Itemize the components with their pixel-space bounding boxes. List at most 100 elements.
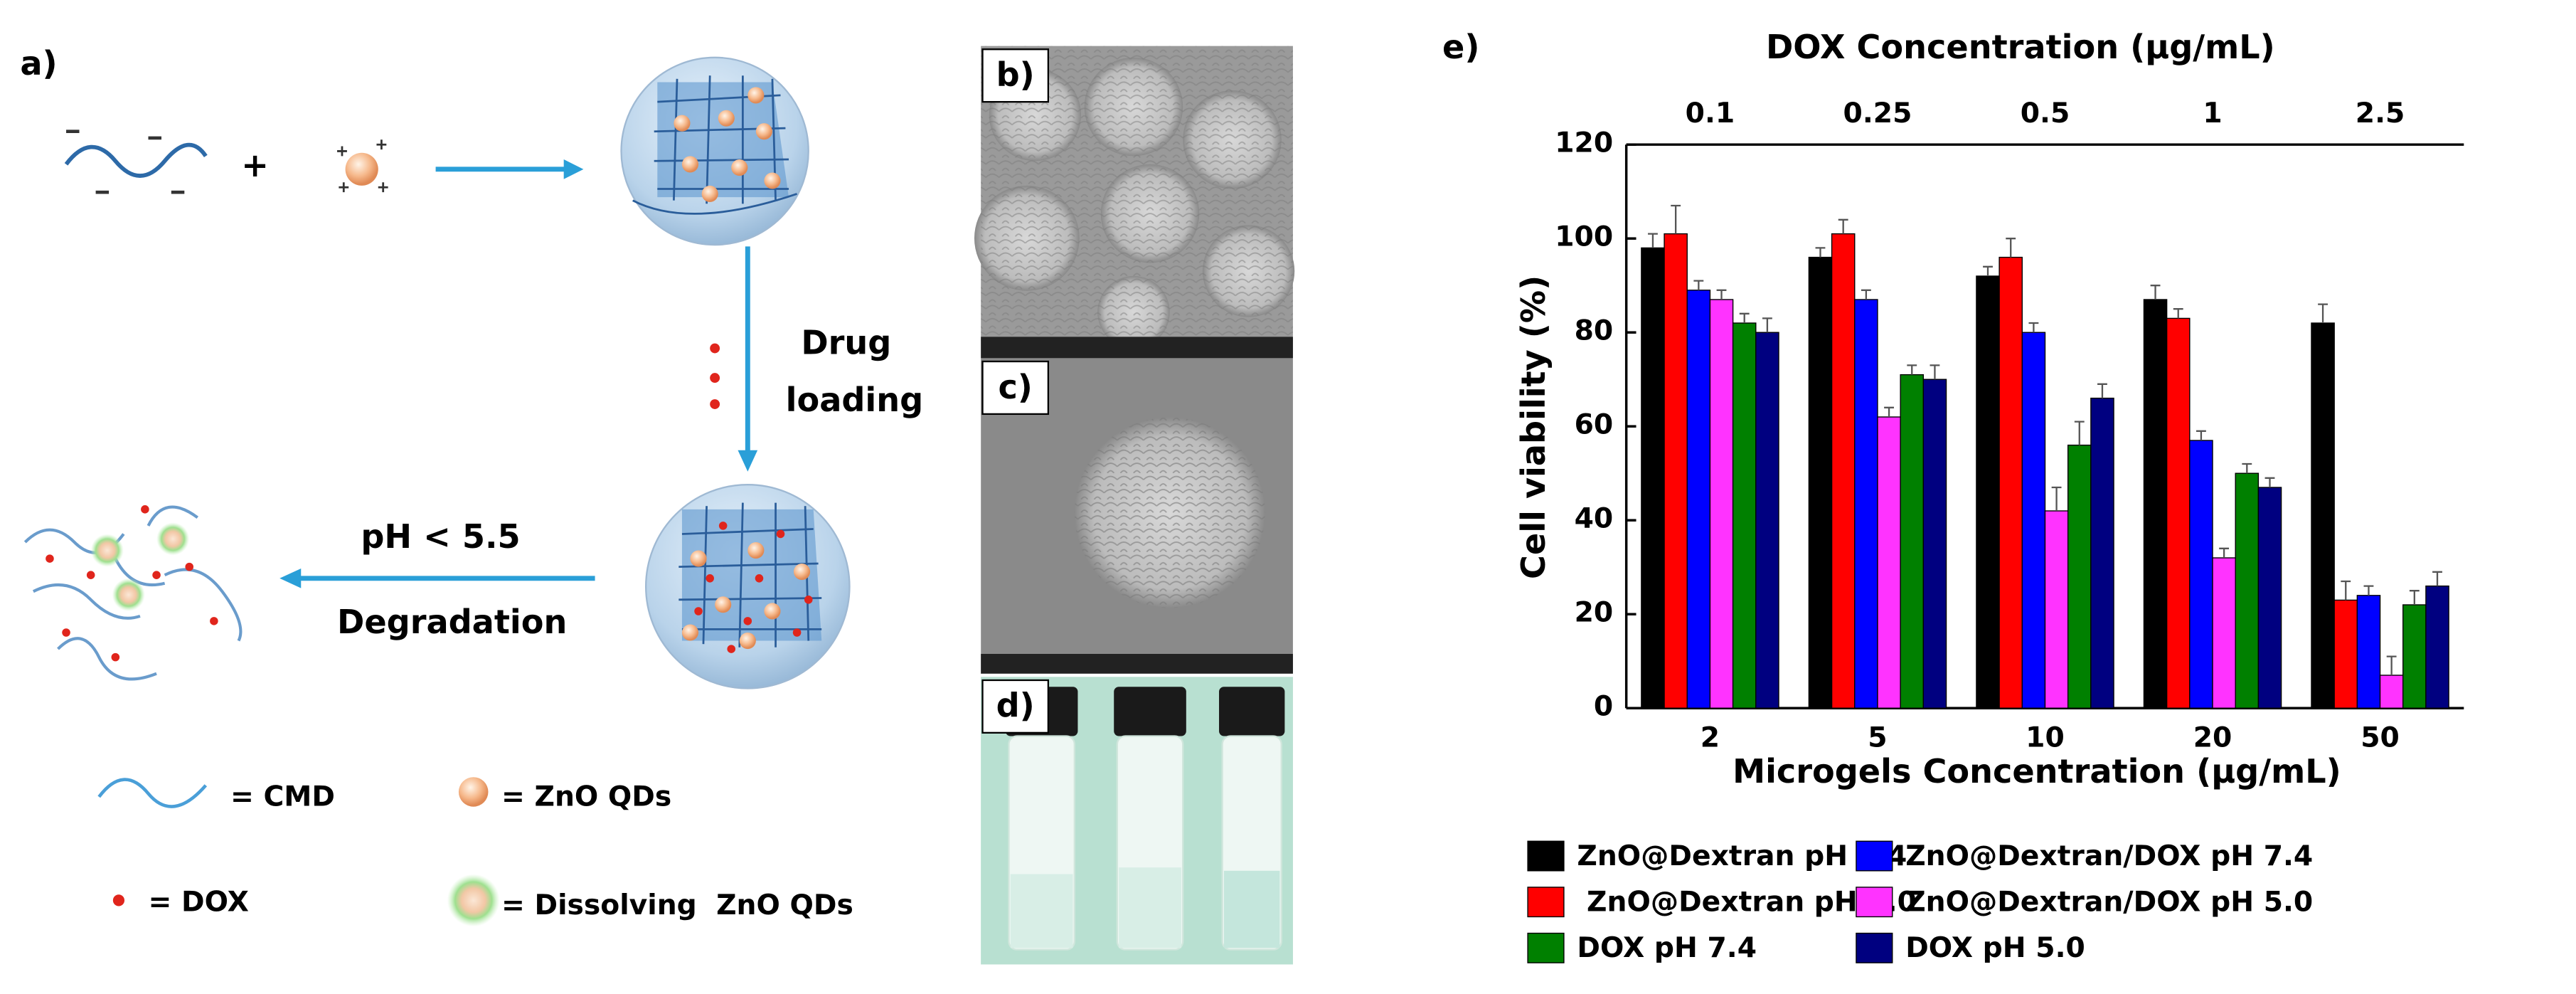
degraded-products (23, 505, 243, 681)
x-axis-title: Microgels Concentration (μg/mL) (1733, 752, 2341, 791)
error-bar (1815, 247, 1826, 258)
panel-label: c) (998, 368, 1032, 406)
sem-image (981, 358, 1293, 674)
x-tick-label: 50 (2361, 722, 2400, 754)
panel-label: a) (20, 44, 57, 83)
error-bar (1838, 218, 1848, 234)
error-bar (2173, 308, 2183, 319)
error-bar (2386, 655, 2397, 676)
vial-photo (981, 677, 1293, 965)
top-tick-label: 0.1 (1686, 97, 1735, 129)
error-bar (1930, 364, 1940, 380)
error-bar (2409, 590, 2420, 606)
error-bar (1983, 265, 1993, 277)
top-axis-title: DOX Concentration (μg/mL) (1766, 28, 2275, 66)
top-tick-label: 2.5 (2356, 97, 2405, 129)
top-tick-label: 0.5 (2021, 97, 2070, 129)
panel-label: d) (996, 687, 1035, 725)
error-bar (2196, 430, 2206, 441)
y-tick-label: 60 (1575, 409, 1614, 441)
y-tick-label: 100 (1555, 221, 1613, 253)
process-label: Degradation (337, 603, 567, 641)
bar (2379, 675, 2404, 709)
error-bar (1716, 289, 1727, 300)
bar (1854, 299, 1878, 709)
error-bar (1861, 289, 1871, 300)
bar (2402, 604, 2427, 709)
panel-tag: b) (981, 48, 1050, 103)
error-bar (2006, 238, 2016, 258)
x-tick-label: 10 (2026, 722, 2065, 754)
legend-label: ZnO@Dextran/DOX pH 7.4 (1905, 840, 2313, 872)
error-bar (2074, 421, 2085, 445)
x-tick-label: 5 (1868, 722, 1887, 754)
step-label: loading (786, 381, 924, 419)
error-bar (1739, 312, 1750, 324)
y-axis-title: Cell viability (%) (1514, 275, 1553, 579)
error-bar (2242, 462, 2252, 474)
bar (2425, 585, 2449, 709)
y-tick-label: 0 (1594, 691, 1613, 723)
bar (2235, 472, 2260, 709)
x-tick-label: 20 (2193, 722, 2232, 754)
dox-dot (710, 399, 720, 409)
bar (2356, 595, 2381, 709)
error-bar (2318, 303, 2328, 324)
legend-label: = Dissolving ZnO QDs (501, 889, 853, 921)
bar (2212, 557, 2236, 709)
legend-label: DOX pH 7.4 (1577, 932, 1757, 964)
cmd-polymer (64, 129, 208, 194)
arrow (435, 159, 584, 179)
bar (2189, 440, 2213, 709)
bar (2166, 317, 2191, 709)
bar (2257, 487, 2282, 709)
error-bar (2264, 477, 2275, 488)
bar (1831, 233, 1856, 709)
error-bar (1671, 204, 1681, 234)
arrow (738, 246, 758, 472)
zno-particle (337, 139, 388, 193)
error-bar (2219, 547, 2230, 559)
bar (1755, 332, 1779, 709)
legend-swatch (1527, 887, 1565, 918)
panel-label: b) (996, 55, 1035, 94)
bar (1922, 379, 1947, 709)
bar (1709, 299, 1734, 709)
condition-label: pH < 5.5 (361, 517, 520, 556)
error-bar (1693, 280, 1704, 290)
legend-symbol (458, 777, 489, 807)
legend-label: ZnO@Dextran/DOX pH 5.0 (1905, 887, 2313, 919)
bar (1976, 275, 2000, 709)
panel-tag: c) (981, 360, 1050, 416)
error-bar (2051, 486, 2062, 512)
bar (2067, 444, 2092, 709)
y-tick-label: 120 (1555, 127, 1613, 159)
error-bar (2150, 285, 2161, 300)
y-tick-label: 20 (1575, 597, 1614, 629)
bar (2021, 332, 2046, 709)
bar (1664, 233, 1688, 709)
legend-swatch (1856, 840, 1893, 872)
legend-swatch (1856, 887, 1893, 918)
bar (2311, 322, 2335, 709)
legend-swatch (1856, 932, 1893, 963)
bar (1732, 322, 1757, 709)
microgel (620, 56, 809, 246)
legend-symbol (97, 778, 208, 808)
arrow (280, 568, 595, 588)
bar (1641, 247, 1665, 709)
step-label: Drug (801, 323, 891, 361)
error-bar (1648, 233, 1658, 248)
bar (1686, 290, 1711, 709)
error-bar (2341, 580, 2351, 601)
legend-symbol (112, 894, 125, 906)
x-tick-label: 2 (1701, 722, 1720, 754)
legend-label: = ZnO QDs (501, 781, 671, 813)
bar (1877, 416, 1901, 709)
legend-symbol (447, 874, 500, 927)
loaded-microgel (644, 484, 851, 689)
legend-swatch (1527, 932, 1565, 963)
sem-image (974, 46, 1295, 359)
y-tick-label: 40 (1575, 503, 1614, 535)
